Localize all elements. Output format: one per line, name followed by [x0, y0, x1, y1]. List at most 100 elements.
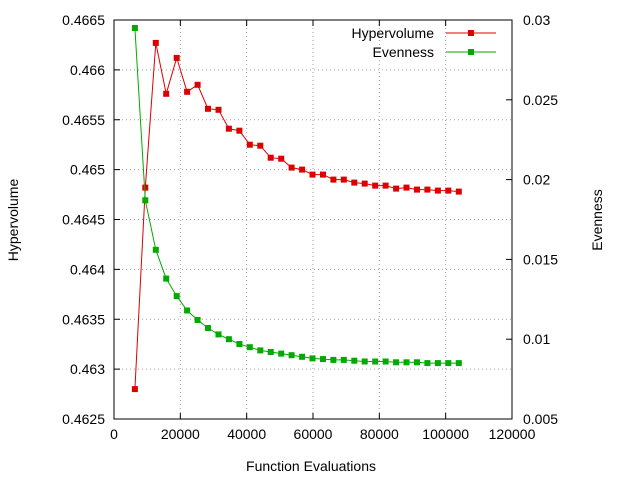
- data-point-evenness: [351, 357, 358, 364]
- data-point-evenness: [142, 197, 149, 204]
- data-point-hypervolume: [320, 171, 326, 178]
- data-point-hypervolume: [414, 186, 420, 193]
- y2-tick-label: 0.01: [523, 331, 550, 347]
- data-point-hypervolume: [184, 88, 191, 95]
- y-tick-label: 0.4655: [62, 112, 105, 128]
- data-point-hypervolume: [403, 184, 410, 191]
- axis-ticks: 0 20000 40000 60000 80000 100000 120000 0.4625 0…: [62, 12, 558, 442]
- data-point-hypervolume: [215, 106, 222, 113]
- data-point-evenness: [340, 356, 347, 363]
- data-point-hypervolume: [424, 186, 431, 193]
- y2-tick-label: 0.025: [523, 92, 558, 108]
- data-point-hypervolume: [173, 54, 180, 61]
- y-tick-label: 0.465: [70, 162, 105, 178]
- data-point-hypervolume: [131, 386, 138, 393]
- data-point-evenness: [330, 356, 337, 363]
- data-point-hypervolume: [267, 154, 274, 161]
- data-point-evenness: [361, 358, 368, 365]
- data-point-evenness: [257, 347, 264, 354]
- data-point-evenness: [236, 341, 243, 347]
- data-point-evenness: [424, 360, 431, 367]
- data-point-hypervolume: [152, 39, 159, 46]
- y-tick-label: 0.464: [70, 261, 105, 277]
- y2-tick-label: 0.015: [523, 251, 558, 267]
- series-line-hypervolume: [134, 42, 459, 390]
- data-point-hypervolume: [278, 155, 285, 162]
- data-point-evenness: [215, 331, 222, 338]
- y-tick-label: 0.463: [70, 361, 105, 377]
- x-tick-label: 120000: [489, 426, 536, 442]
- data-point-evenness: [434, 360, 441, 367]
- legend-label-evenness: Evenness: [373, 44, 434, 60]
- data-point-hypervolume: [142, 184, 149, 191]
- y2-axis-title: Evenness: [589, 189, 605, 250]
- data-point-hypervolume: [340, 176, 347, 183]
- y-tick-label: 0.4635: [62, 311, 105, 327]
- data-point-hypervolume: [393, 185, 400, 192]
- data-point-evenness: [184, 307, 191, 314]
- y-tick-label: 0.4625: [62, 411, 105, 427]
- data-point-hypervolume: [194, 81, 201, 88]
- legend-label-hypervolume: Hypervolume: [352, 25, 435, 41]
- data-point-evenness: [278, 350, 285, 357]
- data-point-hypervolume: [309, 171, 316, 178]
- data-point-hypervolume: [299, 166, 306, 173]
- data-point-hypervolume: [455, 188, 462, 195]
- data-point-evenness: [163, 275, 170, 282]
- data-point-evenness: [414, 359, 420, 366]
- data-point-evenness: [225, 336, 232, 343]
- data-point-evenness: [445, 360, 452, 367]
- data-point-hypervolume: [445, 187, 452, 194]
- x-tick-label: 60000: [294, 426, 333, 442]
- data-point-evenness: [288, 352, 295, 359]
- data-point-evenness: [152, 246, 159, 253]
- data-point-evenness: [393, 359, 400, 366]
- data-point-evenness: [403, 359, 410, 366]
- legend-marker-hypervolume: [468, 30, 474, 36]
- y-tick-label: 0.4665: [62, 12, 105, 28]
- data-point-hypervolume: [361, 180, 368, 187]
- data-point-evenness: [173, 293, 180, 300]
- data-point-evenness: [246, 344, 253, 351]
- data-point-hypervolume: [288, 164, 295, 171]
- data-point-hypervolume: [372, 182, 379, 189]
- data-point-hypervolume: [382, 182, 389, 189]
- data-point-evenness: [455, 360, 462, 367]
- data-point-hypervolume: [351, 179, 358, 186]
- x-tick-label: 40000: [227, 426, 266, 442]
- x-tick-label: 20000: [161, 426, 200, 442]
- data-point-hypervolume: [205, 105, 211, 112]
- data-point-evenness: [309, 355, 316, 362]
- data-point-hypervolume: [434, 187, 441, 194]
- y-tick-label: 0.4645: [62, 212, 105, 228]
- data-point-evenness: [131, 25, 138, 31]
- y-tick-label: 0.466: [70, 62, 105, 78]
- data-point-evenness: [320, 356, 326, 363]
- x-tick-label: 100000: [422, 426, 469, 442]
- data-point-hypervolume: [257, 142, 264, 149]
- data-point-hypervolume: [246, 141, 253, 148]
- y-axis-title: Hypervolume: [5, 179, 21, 262]
- y2-tick-label: 0.005: [523, 411, 558, 427]
- y2-tick-label: 0.02: [523, 172, 550, 188]
- data-point-evenness: [372, 358, 379, 365]
- x-tick-label: 0: [110, 426, 118, 442]
- data-point-hypervolume: [225, 125, 232, 132]
- data-point-evenness: [382, 358, 389, 365]
- data-point-hypervolume: [163, 90, 170, 97]
- x-axis-title: Function Evaluations: [246, 458, 376, 474]
- grid-lines: [114, 20, 512, 419]
- legend-marker-evenness: [468, 49, 474, 55]
- series-line-evenness: [134, 27, 459, 364]
- data-point-hypervolume: [330, 176, 337, 183]
- data-point-evenness: [267, 349, 274, 355]
- data-point-hypervolume: [236, 127, 243, 134]
- x-tick-label: 80000: [360, 426, 399, 442]
- data-point-evenness: [299, 353, 306, 360]
- data-point-evenness: [194, 317, 201, 323]
- series-layer: [131, 25, 462, 393]
- data-point-evenness: [205, 325, 211, 331]
- y2-tick-label: 0.03: [523, 12, 550, 28]
- legend: Hypervolume Evenness: [352, 25, 496, 60]
